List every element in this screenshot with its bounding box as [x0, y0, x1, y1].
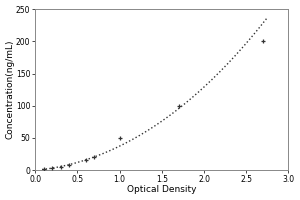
Y-axis label: Concentration(ng/mL): Concentration(ng/mL)	[6, 40, 15, 139]
X-axis label: Optical Density: Optical Density	[127, 185, 196, 194]
